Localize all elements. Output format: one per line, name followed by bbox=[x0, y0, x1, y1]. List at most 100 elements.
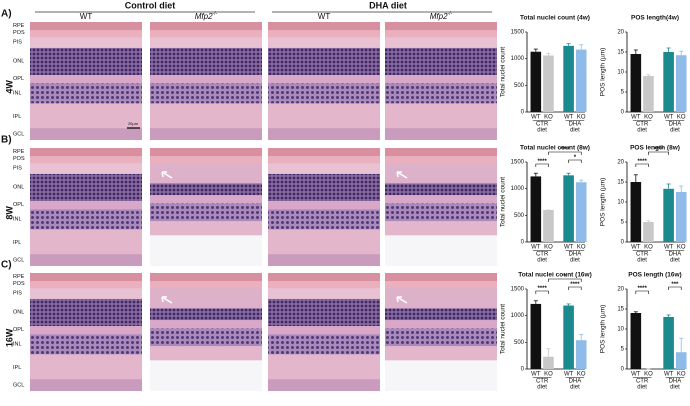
y-tick-label: 5 bbox=[621, 347, 625, 353]
group-label: CTR bbox=[536, 252, 549, 258]
x-tick-label: WT bbox=[631, 245, 641, 251]
histology-image bbox=[150, 22, 262, 140]
retina-layer bbox=[150, 281, 262, 289]
y-tick-label: 1000 bbox=[511, 186, 525, 192]
significance-label: *** bbox=[671, 282, 679, 288]
retina-layer bbox=[150, 320, 262, 329]
retina-layer bbox=[385, 103, 497, 129]
column-label: WT bbox=[318, 12, 331, 21]
significance-bracket bbox=[535, 163, 549, 167]
histology-image bbox=[385, 148, 497, 266]
retina-layer bbox=[385, 128, 497, 140]
x-tick-label: KO bbox=[644, 245, 653, 251]
retina-layer bbox=[385, 308, 497, 321]
significance-label: **** bbox=[654, 147, 664, 153]
bar bbox=[543, 356, 554, 369]
x-tick-label: WT bbox=[564, 372, 574, 378]
chart-title: POS length(4w) bbox=[631, 15, 679, 22]
layer-label: GCL bbox=[13, 383, 24, 389]
y-tick-label: 500 bbox=[514, 83, 525, 89]
retina-layer bbox=[268, 103, 380, 129]
y-tick-label: 10 bbox=[617, 327, 624, 333]
significance-label: **** bbox=[570, 282, 580, 288]
bar bbox=[675, 55, 687, 112]
retina-layer bbox=[30, 156, 142, 164]
group-label: CTR bbox=[636, 252, 649, 258]
retina-layer bbox=[150, 128, 262, 140]
layer-label: POS bbox=[13, 30, 25, 36]
arrow bbox=[161, 171, 173, 179]
y-axis-label: POS length (µm) bbox=[600, 178, 607, 227]
retina-layer bbox=[30, 30, 142, 38]
group-label: diet bbox=[637, 385, 647, 391]
group-label: diet bbox=[637, 128, 647, 134]
retina-layer bbox=[30, 288, 142, 299]
y-tick-label: 15 bbox=[617, 50, 624, 56]
retina-layer bbox=[150, 75, 262, 84]
histology-image bbox=[150, 148, 262, 266]
diet-header: Control diet bbox=[125, 0, 176, 10]
significance-bracket bbox=[548, 151, 582, 155]
column-name: Mfp2 bbox=[430, 12, 448, 21]
retina-layer bbox=[268, 273, 380, 282]
y-tick-label: 20 bbox=[617, 287, 624, 293]
histology-image bbox=[268, 273, 380, 391]
group-label: diet bbox=[670, 385, 680, 391]
y-tick-label: 1500 bbox=[511, 30, 525, 36]
retina-layer bbox=[150, 183, 262, 196]
retina-layer bbox=[268, 22, 380, 31]
retina-layer bbox=[150, 163, 262, 184]
significance-bracket bbox=[668, 286, 682, 290]
bar bbox=[563, 305, 574, 369]
column-name: WT bbox=[318, 12, 331, 21]
x-tick-label: KO bbox=[644, 372, 653, 378]
group-label: diet bbox=[670, 258, 680, 264]
retina-layer bbox=[385, 221, 497, 236]
retina-layer bbox=[30, 83, 142, 104]
x-tick-label: WT bbox=[531, 372, 541, 378]
column-name: WT bbox=[80, 12, 93, 21]
bar bbox=[575, 340, 587, 369]
significance-bracket bbox=[548, 278, 582, 282]
retina-layer bbox=[268, 163, 380, 174]
group-label: DHA bbox=[669, 122, 682, 128]
histology-image bbox=[385, 273, 497, 391]
layer-label: PIS bbox=[13, 291, 22, 297]
group-label: CTR bbox=[536, 122, 549, 128]
scale-bar-label: 20µm bbox=[128, 121, 139, 126]
week-label: 4W bbox=[4, 80, 14, 94]
week-label: 8W bbox=[4, 206, 14, 220]
x-tick-label: KO bbox=[544, 115, 553, 121]
x-tick-label: KO bbox=[577, 245, 586, 251]
chart-title: Total nuclei count (4w) bbox=[520, 15, 590, 22]
panel-label: A) bbox=[1, 9, 12, 20]
x-tick-label: WT bbox=[631, 372, 641, 378]
layer-label: OPL bbox=[13, 327, 24, 333]
histology-image bbox=[30, 273, 142, 391]
retina-layer bbox=[30, 379, 142, 391]
y-tick-label: 0 bbox=[621, 110, 625, 116]
bar bbox=[663, 317, 674, 369]
retina-layer bbox=[385, 22, 497, 31]
retina-layer bbox=[30, 281, 142, 289]
bar bbox=[675, 192, 687, 242]
retina-layer bbox=[268, 326, 380, 335]
retina-layer bbox=[385, 346, 497, 361]
y-tick-label: 500 bbox=[514, 340, 525, 346]
y-axis-label: Total nuclei count bbox=[500, 177, 507, 227]
retina-layer bbox=[268, 30, 380, 38]
column-label: Mfp2-/- bbox=[195, 11, 218, 21]
layer-label: ONL bbox=[13, 309, 24, 315]
x-tick-label: KO bbox=[544, 245, 553, 251]
retina-layer bbox=[150, 148, 262, 157]
retina-layer bbox=[30, 201, 142, 210]
x-tick-label: KO bbox=[577, 372, 586, 378]
retina-layer bbox=[268, 47, 380, 76]
superscript: -/- bbox=[213, 11, 218, 17]
retina-layer bbox=[385, 273, 497, 282]
significance-bracket bbox=[535, 290, 549, 294]
retina-layer bbox=[385, 203, 497, 222]
retina-layer bbox=[268, 298, 380, 327]
group-label: diet bbox=[537, 385, 547, 391]
